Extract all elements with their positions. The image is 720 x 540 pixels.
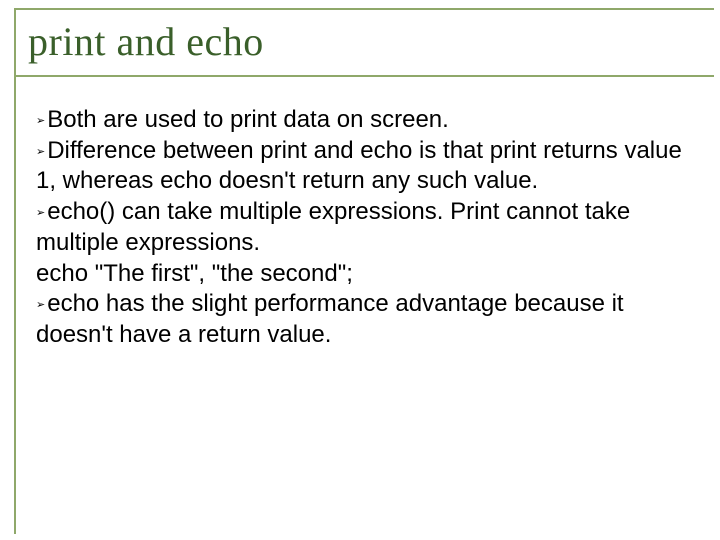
slide-title: print and echo: [28, 18, 714, 65]
bullet-text-3: echo() can take multiple expressions. Pr…: [36, 198, 630, 256]
bullet-text-2: Difference between print and echo is tha…: [36, 137, 682, 195]
bullet-icon: ➢: [36, 298, 45, 312]
slide-frame: print and echo ➢Both are used to print d…: [14, 8, 714, 534]
bullet-line-2: ➢Difference between print and echo is th…: [36, 136, 690, 197]
bullet-icon: ➢: [36, 206, 45, 220]
title-bar: print and echo: [16, 10, 714, 77]
slide-body: ➢Both are used to print data on screen. …: [16, 77, 714, 351]
bullet-icon: ➢: [36, 114, 45, 128]
bullet-text-4: echo has the slight performance advantag…: [36, 290, 624, 348]
code-line: echo "The first", "the second";: [36, 259, 690, 290]
bullet-line-4: ➢echo has the slight performance advanta…: [36, 289, 690, 350]
bullet-line-3: ➢echo() can take multiple expressions. P…: [36, 197, 690, 258]
bullet-icon: ➢: [36, 145, 45, 159]
bullet-text-1: Both are used to print data on screen.: [47, 106, 449, 133]
bullet-line-1: ➢Both are used to print data on screen.: [36, 105, 690, 136]
